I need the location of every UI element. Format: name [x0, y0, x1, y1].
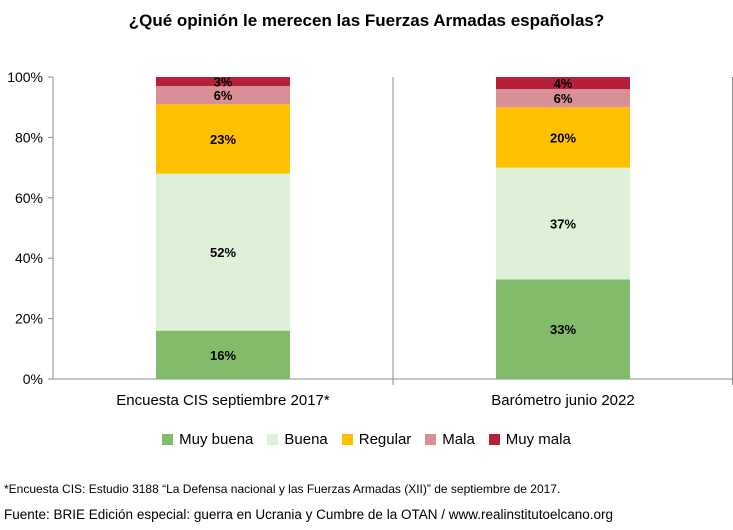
legend-swatch — [267, 434, 279, 445]
source-note: Fuente: BRIE Edición especial: guerra en… — [4, 507, 614, 522]
bar-segment-mala — [496, 89, 630, 108]
legend-label: Muy buena — [179, 431, 254, 448]
bar-segment-muy-mala — [156, 77, 290, 87]
legend-swatch — [341, 434, 353, 445]
legend-item: Regular — [341, 431, 412, 448]
legend-label: Mala — [442, 431, 475, 448]
bar-segment-muy-buena — [156, 330, 290, 379]
legend-swatch — [488, 434, 500, 445]
y-tick-label: 80% — [15, 129, 43, 145]
bar-segment-mala — [156, 86, 290, 105]
y-tick-label: 40% — [15, 250, 43, 266]
stacked-bar-chart: 0%20%40%60%80%100%16%52%23%6%3%Encuesta … — [7, 69, 733, 409]
chart-legend: Muy buena Buena Regular Mala Muy mala — [0, 431, 733, 448]
data-label: 16% — [210, 348, 236, 363]
legend-label: Buena — [284, 431, 328, 448]
legend-swatch — [425, 434, 437, 445]
data-label: 6% — [554, 91, 573, 106]
footnote: *Encuesta CIS: Estudio 3188 “La Defensa … — [4, 482, 561, 496]
data-label: 37% — [550, 216, 576, 231]
y-tick-label: 100% — [7, 69, 43, 85]
legend-item: Muy mala — [488, 431, 571, 448]
y-tick-label: 60% — [15, 190, 43, 206]
bar-segment-muy-buena — [496, 279, 630, 379]
legend-item: Buena — [267, 431, 328, 448]
data-label: 52% — [210, 245, 236, 260]
y-tick-label: 20% — [15, 311, 43, 327]
chart-title: ¿Qué opinión le merecen las Fuerzas Arma… — [128, 11, 605, 30]
data-label: 6% — [214, 88, 233, 103]
data-label: 23% — [210, 132, 236, 147]
legend-label: Muy mala — [505, 431, 571, 448]
bar-segment-buena — [156, 173, 290, 331]
y-tick-label: 0% — [23, 371, 43, 387]
data-label: 20% — [550, 130, 576, 145]
x-category-label: Barómetro junio 2022 — [491, 392, 634, 409]
bar-segment-regular — [156, 104, 290, 174]
legend-swatch — [162, 434, 174, 445]
data-label: 3% — [214, 75, 233, 90]
data-label: 4% — [554, 76, 573, 91]
data-label: 33% — [550, 322, 576, 337]
legend-label: Regular — [358, 431, 412, 448]
legend-item: Muy buena — [162, 431, 253, 448]
bar-segment-buena — [496, 167, 630, 280]
x-category-label: Encuesta CIS septiembre 2017* — [116, 392, 330, 409]
bar-segment-muy-mala — [496, 77, 630, 90]
legend-item: Mala — [425, 431, 475, 448]
bar-segment-regular — [496, 107, 630, 168]
